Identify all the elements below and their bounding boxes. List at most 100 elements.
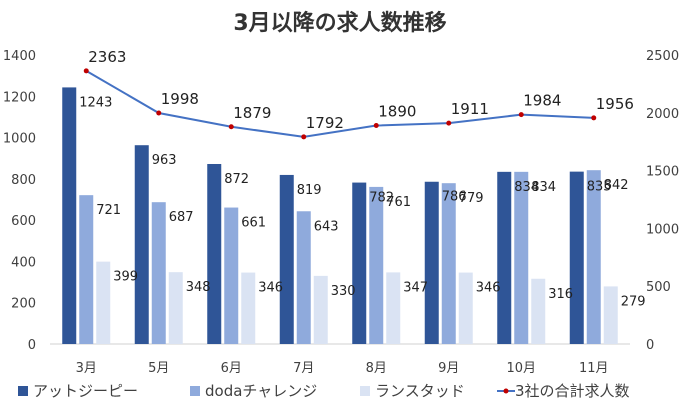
bar-data-label: 316 — [548, 287, 573, 302]
total-line-point — [591, 115, 597, 121]
total-line-group — [83, 68, 597, 140]
bar-data-label: 779 — [459, 191, 484, 206]
bar-2 — [603, 286, 618, 344]
bar-data-label: 834 — [531, 180, 556, 195]
bar-2 — [241, 272, 256, 344]
bar-0 — [497, 171, 512, 344]
bar-data-label: 963 — [152, 153, 177, 168]
bar-series-group — [62, 87, 618, 344]
total-data-label: 1998 — [161, 90, 199, 108]
bar-0 — [352, 182, 367, 344]
bar-data-label: 819 — [297, 183, 322, 198]
y-left-tick-label: 800 — [11, 173, 36, 188]
x-tick-label: 10月 — [506, 361, 536, 376]
bar-1 — [79, 195, 94, 344]
legend: アットジーピー dodaチャレンジ ランスタッド 3社の合計求人数 — [18, 382, 630, 400]
bar-0 — [569, 171, 584, 344]
total-line-point — [83, 68, 89, 74]
bar-1 — [514, 171, 529, 344]
total-data-label: 1956 — [596, 95, 634, 113]
bar-data-label: 687 — [169, 210, 194, 225]
y-axis-left: 0 200 400 600 800 1000 1200 1400 — [3, 49, 36, 353]
bar-data-label: 835 — [587, 180, 612, 195]
bar-data-label: 834 — [514, 180, 539, 195]
legend-label: dodaチャレンジ — [205, 382, 317, 400]
bar-data-label: 1243 — [79, 95, 112, 110]
y-right-tick-label: 1500 — [646, 165, 679, 180]
bar-1 — [586, 170, 601, 344]
x-axis: 3月 5月 6月 7月 8月 9月 10月 11月 — [50, 343, 630, 376]
legend-label: ランスタッド — [375, 382, 465, 400]
bar-data-label: 872 — [224, 172, 249, 187]
bar-0 — [62, 87, 77, 344]
bar-1 — [224, 207, 239, 344]
legend-swatch — [360, 386, 370, 396]
y-right-tick-label: 1000 — [646, 222, 679, 237]
y-left-tick-label: 1000 — [3, 132, 36, 147]
bar-data-label: 346 — [476, 281, 501, 296]
bar-data-label: 643 — [314, 219, 339, 234]
bar-0 — [134, 145, 149, 344]
total-data-label: 1879 — [233, 104, 271, 122]
y-right-tick-label: 2000 — [646, 107, 679, 122]
bar-data-label: 346 — [258, 281, 283, 296]
bar-2 — [386, 272, 401, 344]
total-line-point — [446, 120, 452, 126]
x-tick-label: 7月 — [293, 361, 314, 376]
x-tick-label: 5月 — [148, 361, 169, 376]
bar-data-label: 279 — [621, 294, 646, 309]
y-right-tick-label: 500 — [646, 280, 671, 295]
bar-data-label: 399 — [113, 270, 138, 285]
total-data-label: 1792 — [306, 114, 344, 132]
bar-2 — [458, 272, 473, 344]
legend-swatch — [18, 386, 28, 396]
y-left-tick-label: 1400 — [3, 49, 36, 64]
y-left-tick-label: 600 — [11, 214, 36, 229]
x-tick-label: 9月 — [438, 361, 459, 376]
legend-marker — [503, 388, 509, 394]
bar-data-label: 721 — [96, 203, 121, 218]
bar-data-label: 786 — [442, 190, 467, 205]
total-line — [85, 69, 594, 138]
legend-label: アットジーピー — [33, 382, 138, 400]
bar-2 — [96, 261, 111, 344]
y-right-tick-label: 2500 — [646, 49, 679, 64]
y-left-tick-label: 1200 — [3, 90, 36, 105]
x-tick-label: 8月 — [366, 361, 387, 376]
total-data-label: 1890 — [378, 103, 416, 121]
bar-data-label: 761 — [386, 195, 411, 210]
bar-data-label: 348 — [186, 280, 211, 295]
bar-0 — [207, 163, 222, 344]
data-labels-group: 1243 963 872 819 782 786 834 835 721 687 661 643 761… — [79, 48, 645, 310]
bar-2 — [168, 272, 183, 344]
x-tick-label: 6月 — [221, 361, 242, 376]
y-axis-right: 0 500 1000 1500 2000 2500 — [646, 49, 679, 353]
bar-data-label: 842 — [604, 178, 629, 193]
total-data-label: 1911 — [451, 100, 489, 118]
x-tick-label: 11月 — [579, 361, 609, 376]
bar-0 — [424, 181, 439, 344]
total-line-point — [301, 134, 307, 140]
total-line-point — [156, 110, 162, 116]
y-left-tick-label: 200 — [11, 297, 36, 312]
bar-data-label: 347 — [403, 280, 428, 295]
bar-2 — [313, 275, 328, 344]
bar-data-label: 782 — [369, 191, 394, 206]
total-line-point — [228, 124, 234, 130]
bar-1 — [369, 186, 384, 344]
x-tick-label: 3月 — [76, 361, 97, 376]
bar-data-label: 330 — [331, 284, 356, 299]
y-left-tick-label: 0 — [28, 338, 36, 353]
total-line-point — [373, 123, 379, 129]
y-right-tick-label: 0 — [646, 338, 654, 353]
bar-data-label: 661 — [241, 216, 266, 231]
y-left-tick-label: 400 — [11, 255, 36, 270]
bar-1 — [441, 183, 456, 344]
chart-title: 3月以降の求人数推移 — [233, 10, 446, 36]
bar-1 — [151, 202, 166, 344]
bar-1 — [296, 211, 311, 344]
bar-0 — [279, 174, 294, 344]
legend-label: 3社の合計求人数 — [515, 382, 630, 400]
total-data-label: 1984 — [523, 92, 561, 110]
